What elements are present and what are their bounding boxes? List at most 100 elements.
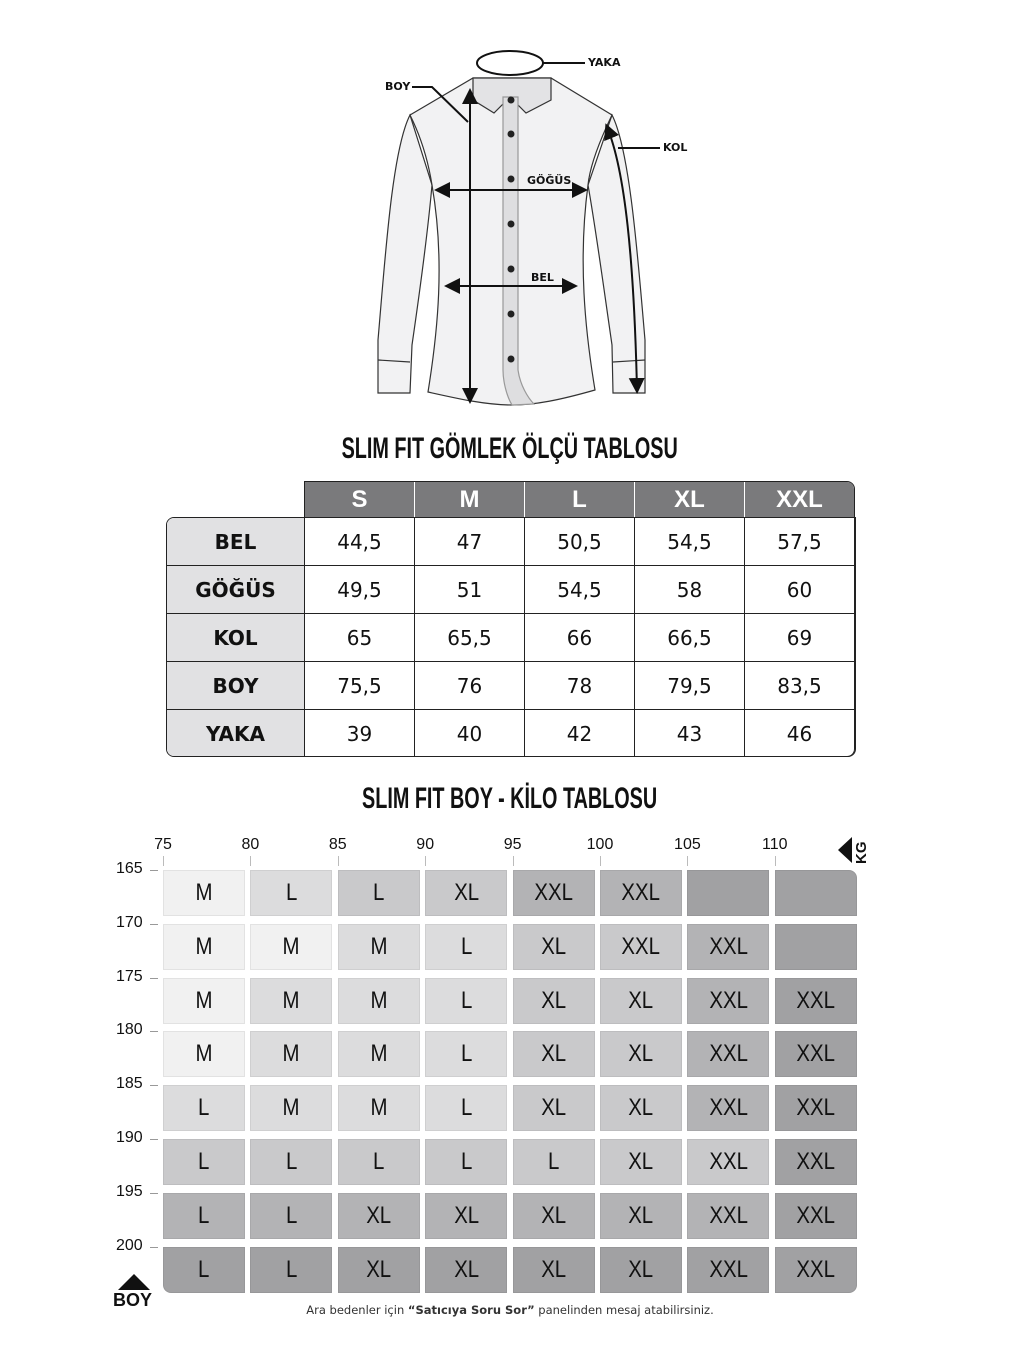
grid-cell: L (163, 1192, 245, 1239)
table-cell: 75,5 (304, 662, 414, 710)
table-cell: 65,5 (414, 614, 524, 662)
grid-cell-size: XL (628, 1148, 654, 1175)
grid-cell-size: XL (453, 1201, 479, 1229)
grid-cell: XL (600, 1246, 682, 1293)
grid-cell (687, 870, 770, 916)
grid-cell-size: XL (628, 1255, 654, 1283)
y-tick (150, 1192, 158, 1194)
grid-cell-size: XL (628, 1040, 654, 1068)
table-cell: 39 (304, 710, 414, 756)
table-cell: 76 (414, 662, 524, 710)
grid-cell: M (163, 1031, 245, 1078)
grid-cell: L (250, 1246, 333, 1293)
grid-cell-size: M (370, 932, 388, 960)
grid-cell: L (425, 923, 508, 970)
table-cell: 46 (744, 710, 854, 756)
x-tick (337, 856, 339, 866)
grid-cell: L (163, 1139, 245, 1185)
grid-cell-size: XL (453, 879, 479, 906)
y-tick (150, 1139, 158, 1140)
grid-cell: M (250, 923, 333, 970)
grid-cell: XL (425, 870, 508, 916)
grid-cell-size: M (370, 1094, 388, 1122)
grid-cell: XL (512, 1085, 595, 1132)
y-tick-label: 185 (116, 1075, 143, 1093)
grid-cell-size: XXL (709, 1255, 748, 1283)
x-tick (425, 856, 427, 866)
measure-table: BEL 44,5 47 50,5 54,5 57,5 GÖĞÜS 49,5 51 54,5 58 60… (166, 517, 856, 757)
grid-cell-size: XXL (534, 879, 573, 906)
grid-cell-size: L (285, 1148, 298, 1175)
size-grid-title: SLIM FIT BOY - KİLO TABLOSU (362, 782, 658, 815)
grid-cell: XL (600, 977, 682, 1024)
grid-cell-size: M (195, 1040, 213, 1068)
table-cell: 79,5 (634, 662, 744, 710)
grid-cell: L (337, 1139, 420, 1185)
table-cell: 50,5 (524, 518, 634, 566)
grid-cell-size: M (195, 879, 213, 906)
grid-cell-size: XL (453, 1255, 479, 1283)
grid-cell-size: L (285, 879, 298, 906)
label-yaka: YAKA (588, 56, 621, 69)
boy-axis-label: BOY (113, 1290, 153, 1310)
buttons (507, 96, 515, 363)
x-tick-label: 80 (241, 836, 260, 853)
grid-cell: XXL (774, 1139, 857, 1185)
grid-cell-size: XXL (796, 986, 836, 1014)
grid-cell: XL (512, 977, 595, 1024)
grid-cell-size: M (370, 986, 388, 1014)
table-cell: 83,5 (744, 662, 854, 710)
label-gogus: GÖĞÜS (527, 174, 572, 187)
grid-cell: L (250, 870, 333, 916)
table-cell: 69 (744, 614, 854, 662)
grid-cell-size: XL (628, 1094, 654, 1122)
grid-cell: M (337, 923, 420, 970)
grid-cell: XL (600, 1139, 682, 1185)
table-cell: 43 (634, 710, 744, 756)
grid-cell-size: L (198, 1148, 210, 1175)
x-tick-label: 90 (416, 836, 435, 853)
grid-cell: M (163, 923, 245, 970)
y-tick (150, 923, 158, 925)
y-tick (150, 977, 158, 979)
grid-cell: XXL (687, 977, 770, 1024)
boy-arrow-icon (118, 1274, 150, 1290)
column-header-l: L (525, 482, 635, 517)
grid-cell: M (163, 870, 245, 916)
table-cell: 60 (744, 566, 854, 614)
label-boy: BOY (385, 80, 411, 93)
y-tick (150, 1085, 158, 1087)
grid-cell-size: L (198, 1255, 210, 1283)
grid-cell: XL (512, 1031, 595, 1078)
grid-cell: XL (600, 1192, 682, 1239)
grid-cell: M (337, 1085, 420, 1132)
table-cell: 40 (414, 710, 524, 756)
y-tick-label: 180 (116, 1021, 143, 1039)
grid-cell-size: XXL (796, 1148, 836, 1175)
grid-cell: L (512, 1139, 595, 1185)
grid-cell: XXL (774, 1085, 857, 1132)
grid-cell: XXL (774, 1031, 857, 1078)
y-tick-label: 190 (116, 1129, 143, 1146)
row-label-2: KOL (167, 614, 304, 662)
grid-cell (774, 870, 857, 916)
grid-cell: XXL (512, 870, 595, 916)
column-header-xl: XL (635, 482, 745, 517)
grid-cell-size: XL (541, 1201, 567, 1229)
grid-cell: L (163, 1085, 245, 1132)
grid-cell: XL (512, 1192, 595, 1239)
y-tick (150, 1246, 158, 1248)
grid-cell-size: XL (541, 986, 567, 1014)
grid-cell: M (250, 1031, 333, 1078)
table-cell: 66,5 (634, 614, 744, 662)
grid-cell: XL (600, 1085, 682, 1132)
grid-cell-size: XL (366, 1255, 392, 1283)
x-tick-label: 95 (503, 836, 522, 853)
x-tick (512, 856, 514, 866)
grid-cell-size: M (195, 986, 213, 1014)
grid-cell: M (163, 977, 245, 1024)
column-header-m: M (415, 482, 525, 517)
x-tick-label: 75 (154, 836, 172, 853)
y-tick-label: 165 (116, 860, 143, 877)
row-label-0: BEL (167, 518, 304, 566)
